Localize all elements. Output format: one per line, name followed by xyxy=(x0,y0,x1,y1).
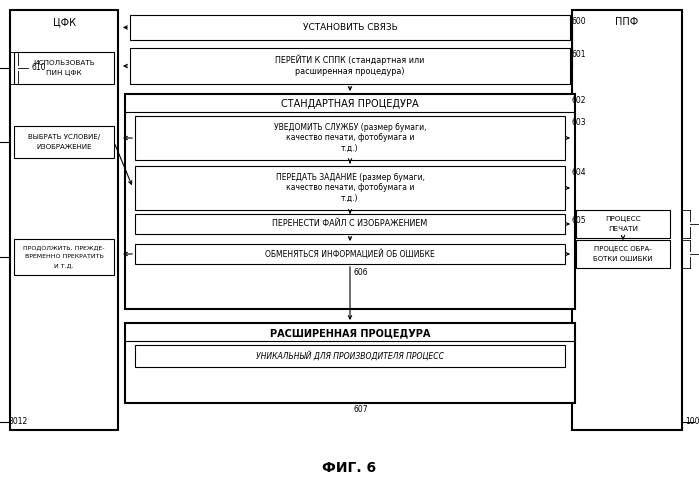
Text: качество печати, фотобумага и: качество печати, фотобумага и xyxy=(286,183,415,193)
Bar xyxy=(135,214,565,234)
Text: 607: 607 xyxy=(354,405,368,414)
Bar xyxy=(125,323,575,403)
Text: ЦФК: ЦФК xyxy=(52,17,75,27)
Bar xyxy=(14,126,114,158)
Text: 1000: 1000 xyxy=(685,418,699,426)
Text: БОТКИ ОШИБКИ: БОТКИ ОШИБКИ xyxy=(593,256,653,262)
Text: ПИН ЦФК: ПИН ЦФК xyxy=(46,70,82,76)
Text: 602: 602 xyxy=(572,96,586,105)
Text: 600: 600 xyxy=(572,17,586,26)
Text: ВЫБРАТЬ УСЛОВИЕ/: ВЫБРАТЬ УСЛОВИЕ/ xyxy=(28,134,100,140)
Bar xyxy=(130,48,570,84)
Text: ПРОЦЕСС: ПРОЦЕСС xyxy=(605,216,641,222)
Text: 601: 601 xyxy=(572,50,586,59)
Bar xyxy=(10,10,118,430)
Text: т.д.): т.д.) xyxy=(341,143,359,152)
Bar xyxy=(135,345,565,367)
Bar xyxy=(572,10,682,430)
Text: ФИГ. 6: ФИГ. 6 xyxy=(322,461,377,475)
Text: ИСПОЛЬЗОВАТЬ: ИСПОЛЬЗОВАТЬ xyxy=(33,60,95,66)
Text: УСТАНОВИТЬ СВЯЗЬ: УСТАНОВИТЬ СВЯЗЬ xyxy=(303,23,397,32)
Bar xyxy=(125,94,575,309)
Text: 610: 610 xyxy=(31,63,45,73)
Text: 606: 606 xyxy=(354,268,368,277)
Text: ИЗОБРАЖЕНИЕ: ИЗОБРАЖЕНИЕ xyxy=(36,144,92,150)
Text: И Т.Д.: И Т.Д. xyxy=(55,263,74,269)
Text: качество печати, фотобумага и: качество печати, фотобумага и xyxy=(286,134,415,142)
Text: расширенная процедура): расширенная процедура) xyxy=(295,67,405,76)
Bar xyxy=(135,166,565,210)
Text: ВРЕМЕННО ПРЕКРАТИТЬ: ВРЕМЕННО ПРЕКРАТИТЬ xyxy=(24,255,103,259)
Bar xyxy=(576,240,670,268)
Text: ОБМЕНЯТЬСЯ ИНФОРМАЦИЕЙ ОБ ОШИБКЕ: ОБМЕНЯТЬСЯ ИНФОРМАЦИЕЙ ОБ ОШИБКЕ xyxy=(265,249,435,259)
Text: 605: 605 xyxy=(572,216,586,225)
Bar xyxy=(14,239,114,275)
Text: РАСШИРЕННАЯ ПРОЦЕДУРА: РАСШИРЕННАЯ ПРОЦЕДУРА xyxy=(270,328,430,338)
Bar xyxy=(14,52,114,84)
Text: СТАНДАРТНАЯ ПРОЦЕДУРА: СТАНДАРТНАЯ ПРОЦЕДУРА xyxy=(281,99,419,109)
Text: ПЕРЕЙТИ К СППК (стандартная или: ПЕРЕЙТИ К СППК (стандартная или xyxy=(275,55,425,65)
Text: УВЕДОМИТЬ СЛУЖБУ (размер бумаги,: УВЕДОМИТЬ СЛУЖБУ (размер бумаги, xyxy=(274,123,426,133)
Text: ПРОЦЕСС ОБРА-: ПРОЦЕСС ОБРА- xyxy=(594,246,652,252)
Text: ПЕРЕДАТЬ ЗАДАНИЕ (размер бумаги,: ПЕРЕДАТЬ ЗАДАНИЕ (размер бумаги, xyxy=(275,173,424,182)
Bar xyxy=(135,116,565,160)
Text: 3012: 3012 xyxy=(8,418,27,426)
Text: УНИКАЛЬНЫЙ ДЛЯ ПРОИЗВОДИТЕЛЯ ПРОЦЕСС: УНИКАЛЬНЫЙ ДЛЯ ПРОИЗВОДИТЕЛЯ ПРОЦЕСС xyxy=(256,351,444,361)
Text: ПЕРЕНЕСТИ ФАЙЛ С ИЗОБРАЖЕНИЕМ: ПЕРЕНЕСТИ ФАЙЛ С ИЗОБРАЖЕНИЕМ xyxy=(273,220,428,228)
Text: 604: 604 xyxy=(572,168,586,177)
Text: ППФ: ППФ xyxy=(615,17,639,27)
Text: ПРОДОЛЖИТЬ, ПРЕЖДЕ-: ПРОДОЛЖИТЬ, ПРЕЖДЕ- xyxy=(23,245,105,251)
Text: ПЕЧАТИ: ПЕЧАТИ xyxy=(608,226,638,232)
Text: т.д.): т.д.) xyxy=(341,194,359,202)
Text: 603: 603 xyxy=(572,118,586,127)
Bar xyxy=(130,15,570,40)
Bar xyxy=(135,244,565,264)
Bar xyxy=(576,210,670,238)
